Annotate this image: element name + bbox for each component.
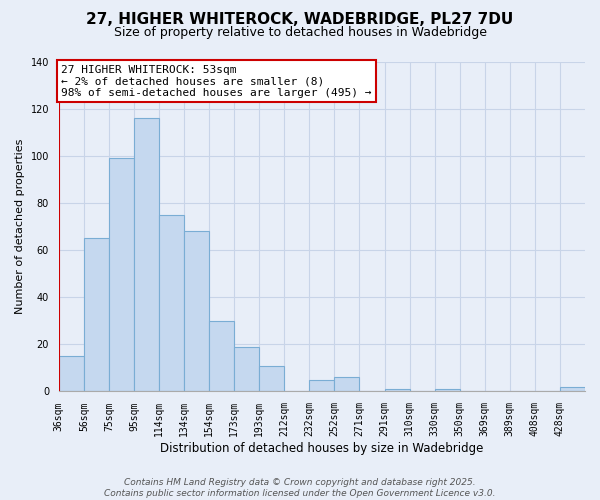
Bar xyxy=(310,380,334,392)
Bar xyxy=(385,389,410,392)
Bar xyxy=(159,214,184,392)
Bar xyxy=(134,118,159,392)
Bar xyxy=(234,346,259,392)
Bar xyxy=(434,389,460,392)
Bar xyxy=(109,158,134,392)
Bar xyxy=(560,387,585,392)
Bar xyxy=(259,366,284,392)
Bar xyxy=(334,378,359,392)
Text: Size of property relative to detached houses in Wadebridge: Size of property relative to detached ho… xyxy=(113,26,487,39)
X-axis label: Distribution of detached houses by size in Wadebridge: Distribution of detached houses by size … xyxy=(160,442,484,455)
Text: 27 HIGHER WHITEROCK: 53sqm
← 2% of detached houses are smaller (8)
98% of semi-d: 27 HIGHER WHITEROCK: 53sqm ← 2% of detac… xyxy=(61,65,372,98)
Y-axis label: Number of detached properties: Number of detached properties xyxy=(15,139,25,314)
Bar xyxy=(59,356,84,392)
Bar xyxy=(209,321,234,392)
Bar xyxy=(84,238,109,392)
Text: Contains HM Land Registry data © Crown copyright and database right 2025.
Contai: Contains HM Land Registry data © Crown c… xyxy=(104,478,496,498)
Text: 27, HIGHER WHITEROCK, WADEBRIDGE, PL27 7DU: 27, HIGHER WHITEROCK, WADEBRIDGE, PL27 7… xyxy=(86,12,514,28)
Bar xyxy=(184,231,209,392)
